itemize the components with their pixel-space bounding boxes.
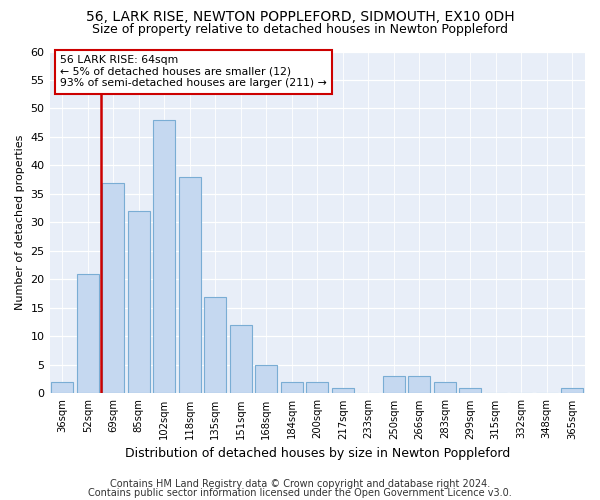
Bar [332, 388, 353, 394]
Bar [434, 382, 455, 394]
Bar [281, 382, 302, 394]
Text: Size of property relative to detached houses in Newton Poppleford: Size of property relative to detached ho… [92, 22, 508, 36]
Bar [383, 376, 404, 394]
Bar [103, 182, 124, 394]
Bar [256, 365, 277, 394]
Text: 56, LARK RISE, NEWTON POPPLEFORD, SIDMOUTH, EX10 0DH: 56, LARK RISE, NEWTON POPPLEFORD, SIDMOU… [86, 10, 514, 24]
Bar [52, 382, 73, 394]
Text: Contains HM Land Registry data © Crown copyright and database right 2024.: Contains HM Land Registry data © Crown c… [110, 479, 490, 489]
Bar [460, 388, 481, 394]
Bar [562, 388, 583, 394]
Bar [205, 296, 226, 394]
Bar [230, 325, 251, 394]
Bar [77, 274, 98, 394]
Text: Contains public sector information licensed under the Open Government Licence v3: Contains public sector information licen… [88, 488, 512, 498]
Bar [179, 177, 200, 394]
X-axis label: Distribution of detached houses by size in Newton Poppleford: Distribution of detached houses by size … [125, 447, 510, 460]
Text: 56 LARK RISE: 64sqm
← 5% of detached houses are smaller (12)
93% of semi-detache: 56 LARK RISE: 64sqm ← 5% of detached hou… [60, 55, 327, 88]
Bar [128, 211, 149, 394]
Bar [154, 120, 175, 394]
Bar [409, 376, 430, 394]
Bar [307, 382, 328, 394]
Y-axis label: Number of detached properties: Number of detached properties [15, 135, 25, 310]
